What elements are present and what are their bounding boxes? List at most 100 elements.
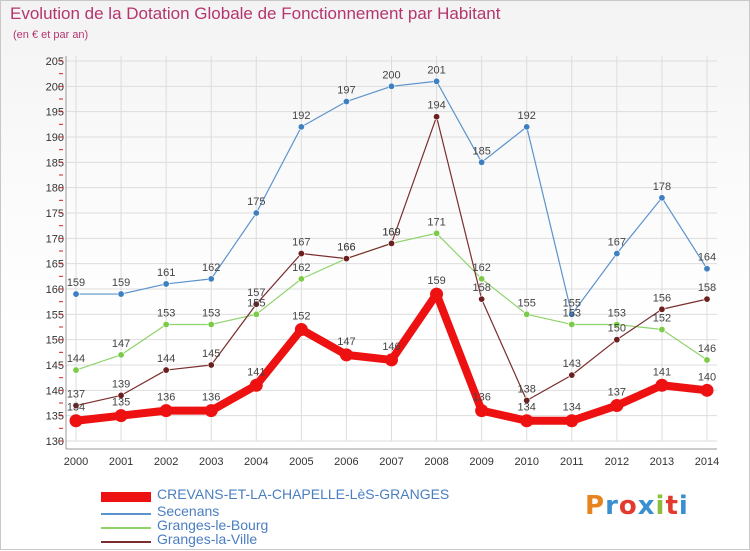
x-tick-label: 2006	[334, 456, 358, 468]
data-label: 134	[563, 402, 581, 414]
data-point	[430, 287, 444, 301]
data-point	[252, 310, 260, 318]
data-label: 140	[698, 371, 716, 383]
grid	[66, 56, 717, 442]
x-tick-label: 2009	[469, 456, 493, 468]
x-tick-label: 2014	[695, 456, 719, 468]
data-label: 159	[67, 277, 85, 289]
brand-letter: x	[637, 491, 656, 521]
data-label: 162	[292, 262, 310, 274]
data-point	[72, 290, 80, 298]
x-tick-label: 2007	[379, 456, 403, 468]
data-point	[478, 275, 486, 283]
brand-letter: r	[605, 491, 619, 521]
x-tick-label: 2012	[605, 456, 629, 468]
y-tick-label: 135	[46, 411, 64, 423]
data-label: 134	[518, 402, 536, 414]
legend-swatch-granges-le-bourg	[101, 527, 151, 529]
x-tick-label: 2000	[64, 456, 88, 468]
data-label: 136	[472, 392, 490, 404]
data-point	[523, 123, 531, 131]
data-point	[703, 265, 711, 273]
data-label: 194	[427, 100, 445, 112]
data-label: 153	[157, 307, 175, 319]
x-tick-label: 2003	[199, 456, 223, 468]
legend-swatch-granges-la-ville	[101, 541, 151, 543]
x-tick-label: 2008	[424, 456, 448, 468]
data-label: 150	[608, 323, 626, 335]
data-label: 139	[112, 378, 130, 390]
data-point	[478, 158, 486, 166]
data-point	[610, 399, 624, 413]
y-tick-label: 145	[46, 360, 64, 372]
data-label: 166	[337, 242, 355, 254]
y-tick-label: 175	[46, 208, 64, 220]
data-point	[117, 351, 125, 359]
legend-swatch-secenans	[101, 513, 151, 515]
brand-letter: i	[655, 491, 666, 521]
data-labels: 159 159 161 162 175 192 197 200 201 185 192 155 167 1…	[67, 64, 716, 413]
data-point	[433, 77, 441, 85]
data-label: 152	[292, 311, 310, 323]
data-point	[433, 113, 441, 121]
data-label: 162	[202, 262, 220, 274]
data-point	[252, 300, 260, 308]
y-tick-label: 130	[46, 436, 64, 448]
data-point	[568, 310, 576, 318]
chart-title: Evolution de la Dotation Globale de Fonc…	[10, 4, 501, 23]
brand-logo: Proxiti	[585, 491, 689, 521]
data-label: 134	[67, 402, 85, 414]
data-point	[658, 194, 666, 202]
data-label: 167	[608, 237, 626, 249]
data-label: 136	[202, 392, 220, 404]
data-point	[69, 414, 83, 428]
data-label: 185	[472, 145, 490, 157]
data-label: 136	[157, 392, 175, 404]
data-label: 147	[112, 338, 130, 350]
data-label: 169	[382, 226, 400, 238]
x-tick-label: 2011	[560, 456, 584, 468]
data-point	[294, 323, 308, 337]
data-point	[703, 356, 711, 364]
data-label: 201	[427, 64, 445, 76]
data-point	[613, 250, 621, 258]
data-label: 166	[337, 242, 355, 254]
data-point	[565, 414, 579, 428]
data-label: 155	[247, 297, 265, 309]
data-label: 145	[202, 348, 220, 360]
y-tick-label: 170	[46, 233, 64, 245]
data-label: 137	[608, 387, 626, 399]
data-label: 143	[563, 358, 581, 370]
data-label: 167	[292, 237, 310, 249]
y-tick-label: 160	[46, 284, 64, 296]
data-label: 159	[427, 275, 445, 287]
brand-letter: o	[618, 491, 638, 521]
data-label: 147	[337, 336, 355, 348]
data-label: 164	[698, 252, 716, 264]
data-point	[658, 305, 666, 313]
axes: 1301351401451501551601651701751801851901…	[46, 56, 719, 468]
data-label: 141	[653, 366, 671, 378]
data-point	[207, 275, 215, 283]
data-point	[523, 310, 531, 318]
data-label: 155	[563, 297, 581, 309]
data-label: 157	[247, 287, 265, 299]
x-tick-label: 2001	[109, 456, 133, 468]
data-point	[207, 361, 215, 369]
data-point	[72, 366, 80, 374]
data-point	[252, 209, 260, 217]
data-point	[387, 239, 395, 247]
data-label: 200	[382, 69, 400, 81]
data-label: 146	[698, 343, 716, 355]
data-label: 152	[653, 313, 671, 325]
data-point	[207, 320, 215, 328]
data-point	[162, 366, 170, 374]
brand-letter: P	[585, 491, 606, 521]
data-point	[339, 348, 353, 362]
data-point	[613, 320, 621, 328]
data-point	[162, 280, 170, 288]
data-point	[117, 290, 125, 298]
y-tick-label: 200	[46, 81, 64, 93]
